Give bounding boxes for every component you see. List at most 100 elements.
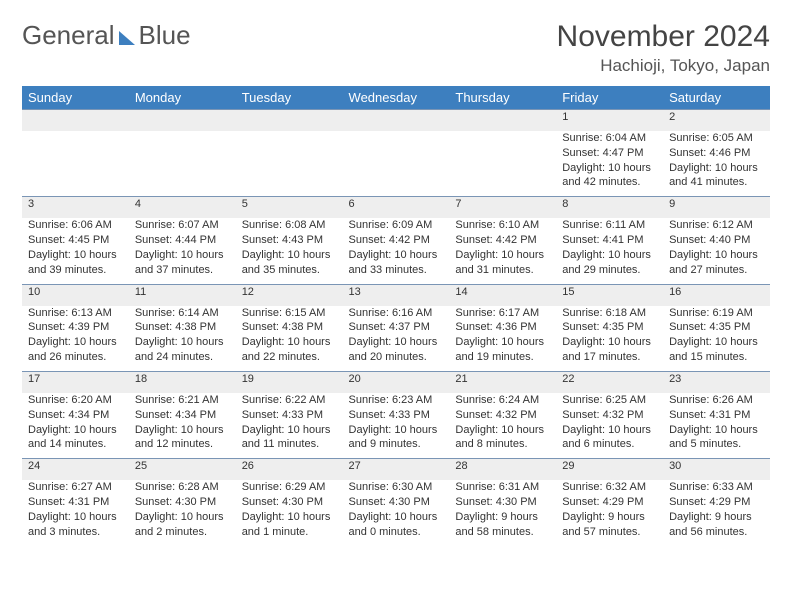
day-details-cell: Sunrise: 6:15 AMSunset: 4:38 PMDaylight:… [236,306,343,372]
day-details-cell: Sunrise: 6:22 AMSunset: 4:33 PMDaylight:… [236,393,343,459]
sunrise-text: Sunrise: 6:07 AM [135,218,230,233]
day-number-cell: 25 [129,459,236,480]
day-details-cell: Sunrise: 6:30 AMSunset: 4:30 PMDaylight:… [343,480,450,546]
weekday-header: Friday [556,86,663,110]
sunrise-text: Sunrise: 6:14 AM [135,306,230,321]
sunrise-text: Sunrise: 6:09 AM [349,218,444,233]
daylight-text: Daylight: 10 hours and 6 minutes. [562,423,657,453]
day-details-cell: Sunrise: 6:18 AMSunset: 4:35 PMDaylight:… [556,306,663,372]
day-details-cell: Sunrise: 6:28 AMSunset: 4:30 PMDaylight:… [129,480,236,546]
sunset-text: Sunset: 4:37 PM [349,320,444,335]
day-number-cell: 17 [22,372,129,393]
daylight-text: Daylight: 10 hours and 12 minutes. [135,423,230,453]
day-number-cell: 22 [556,372,663,393]
sunset-text: Sunset: 4:40 PM [669,233,764,248]
day-details-cell: Sunrise: 6:25 AMSunset: 4:32 PMDaylight:… [556,393,663,459]
day-number-cell: 3 [22,197,129,218]
sunset-text: Sunset: 4:34 PM [135,408,230,423]
day-number-cell: 2 [663,110,770,131]
day-details-cell: Sunrise: 6:05 AMSunset: 4:46 PMDaylight:… [663,131,770,197]
sunset-text: Sunset: 4:39 PM [28,320,123,335]
sunset-text: Sunset: 4:38 PM [242,320,337,335]
day-number-cell: 30 [663,459,770,480]
title-block: November 2024 Hachioji, Tokyo, Japan [557,20,770,76]
day-details-cell: Sunrise: 6:27 AMSunset: 4:31 PMDaylight:… [22,480,129,546]
day-details-cell: Sunrise: 6:26 AMSunset: 4:31 PMDaylight:… [663,393,770,459]
daylight-text: Daylight: 10 hours and 27 minutes. [669,248,764,278]
day-number-cell [343,110,450,131]
brand-logo: General Blue [22,20,191,51]
day-details-cell: Sunrise: 6:04 AMSunset: 4:47 PMDaylight:… [556,131,663,197]
daylight-text: Daylight: 10 hours and 19 minutes. [455,335,550,365]
daylight-text: Daylight: 10 hours and 14 minutes. [28,423,123,453]
day-details-cell: Sunrise: 6:17 AMSunset: 4:36 PMDaylight:… [449,306,556,372]
daylight-text: Daylight: 10 hours and 29 minutes. [562,248,657,278]
sunset-text: Sunset: 4:41 PM [562,233,657,248]
daylight-text: Daylight: 10 hours and 17 minutes. [562,335,657,365]
daylight-text: Daylight: 10 hours and 22 minutes. [242,335,337,365]
day-number-cell: 21 [449,372,556,393]
sunrise-text: Sunrise: 6:32 AM [562,480,657,495]
sunset-text: Sunset: 4:30 PM [242,495,337,510]
sunrise-text: Sunrise: 6:31 AM [455,480,550,495]
day-number-cell: 11 [129,284,236,305]
daylight-text: Daylight: 10 hours and 31 minutes. [455,248,550,278]
day-number-cell: 8 [556,197,663,218]
month-title: November 2024 [557,20,770,54]
sunrise-text: Sunrise: 6:21 AM [135,393,230,408]
sunrise-text: Sunrise: 6:29 AM [242,480,337,495]
daylight-text: Daylight: 10 hours and 33 minutes. [349,248,444,278]
day-details-cell: Sunrise: 6:16 AMSunset: 4:37 PMDaylight:… [343,306,450,372]
sunrise-text: Sunrise: 6:16 AM [349,306,444,321]
day-number-cell [129,110,236,131]
day-number-row: 17181920212223 [22,372,770,393]
daylight-text: Daylight: 9 hours and 58 minutes. [455,510,550,540]
sunrise-text: Sunrise: 6:11 AM [562,218,657,233]
sunset-text: Sunset: 4:43 PM [242,233,337,248]
day-details-cell: Sunrise: 6:32 AMSunset: 4:29 PMDaylight:… [556,480,663,546]
day-number-cell: 16 [663,284,770,305]
day-number-cell: 18 [129,372,236,393]
day-details-cell: Sunrise: 6:31 AMSunset: 4:30 PMDaylight:… [449,480,556,546]
daylight-text: Daylight: 10 hours and 20 minutes. [349,335,444,365]
day-number-cell: 28 [449,459,556,480]
sunrise-text: Sunrise: 6:23 AM [349,393,444,408]
daylight-text: Daylight: 10 hours and 15 minutes. [669,335,764,365]
day-details-cell [236,131,343,197]
sunrise-text: Sunrise: 6:28 AM [135,480,230,495]
daylight-text: Daylight: 10 hours and 39 minutes. [28,248,123,278]
day-number-cell: 12 [236,284,343,305]
day-details-cell: Sunrise: 6:29 AMSunset: 4:30 PMDaylight:… [236,480,343,546]
daylight-text: Daylight: 10 hours and 42 minutes. [562,161,657,191]
day-number-cell: 5 [236,197,343,218]
day-details-row: Sunrise: 6:27 AMSunset: 4:31 PMDaylight:… [22,480,770,546]
sunset-text: Sunset: 4:36 PM [455,320,550,335]
daylight-text: Daylight: 10 hours and 35 minutes. [242,248,337,278]
sunset-text: Sunset: 4:35 PM [669,320,764,335]
day-number-cell: 7 [449,197,556,218]
sunrise-text: Sunrise: 6:22 AM [242,393,337,408]
sunrise-text: Sunrise: 6:17 AM [455,306,550,321]
day-details-cell [129,131,236,197]
sunrise-text: Sunrise: 6:20 AM [28,393,123,408]
day-number-cell: 14 [449,284,556,305]
day-number-cell: 29 [556,459,663,480]
day-number-cell: 10 [22,284,129,305]
sunrise-text: Sunrise: 6:06 AM [28,218,123,233]
daylight-text: Daylight: 10 hours and 11 minutes. [242,423,337,453]
sunset-text: Sunset: 4:32 PM [455,408,550,423]
day-details-row: Sunrise: 6:13 AMSunset: 4:39 PMDaylight:… [22,306,770,372]
day-details-cell: Sunrise: 6:08 AMSunset: 4:43 PMDaylight:… [236,218,343,284]
calendar-table: SundayMondayTuesdayWednesdayThursdayFrid… [22,86,770,546]
sunset-text: Sunset: 4:35 PM [562,320,657,335]
sunset-text: Sunset: 4:45 PM [28,233,123,248]
day-details-row: Sunrise: 6:20 AMSunset: 4:34 PMDaylight:… [22,393,770,459]
sunrise-text: Sunrise: 6:24 AM [455,393,550,408]
weekday-header: Wednesday [343,86,450,110]
day-number-row: 24252627282930 [22,459,770,480]
weekday-header: Thursday [449,86,556,110]
sunset-text: Sunset: 4:31 PM [28,495,123,510]
sunrise-text: Sunrise: 6:05 AM [669,131,764,146]
header: General Blue November 2024 Hachioji, Tok… [22,20,770,76]
brand-part2: Blue [139,20,191,51]
